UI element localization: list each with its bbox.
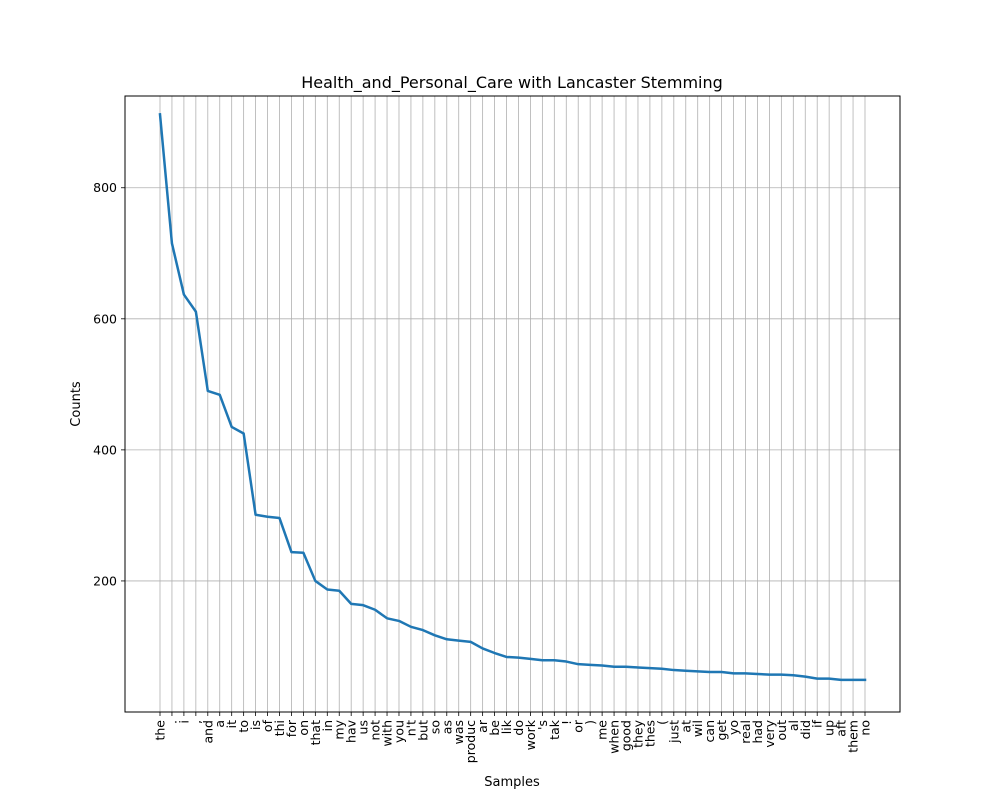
x-tick-label: of (260, 719, 275, 732)
x-tick-label: thes (642, 720, 657, 747)
x-tick-label: and (200, 720, 215, 744)
x-tick-label: al (786, 720, 801, 731)
x-tick-label: a (212, 720, 227, 728)
x-tick-label: ! (559, 720, 574, 725)
x-tick-label: the (153, 720, 168, 741)
y-axis-label: Counts (69, 381, 84, 427)
x-tick-label: can (702, 720, 717, 742)
x-tick-label: they (630, 719, 645, 748)
x-tick-label: ar (475, 719, 490, 733)
x-tick-label: you (391, 720, 406, 743)
x-tick-label: not (368, 720, 383, 741)
y-tick-label: 600 (93, 311, 117, 326)
x-tick-label: had (750, 720, 765, 744)
x-tick-label: hav (344, 719, 359, 743)
x-tick-label: real (738, 720, 753, 744)
x-tick-label: my (332, 719, 347, 739)
x-tick-label: them (846, 720, 861, 753)
x-tick-label: in (320, 720, 335, 731)
x-tick-label: so (427, 720, 442, 734)
x-tick-label: for (284, 719, 299, 737)
x-tick-label: or (571, 719, 586, 733)
x-tick-label: but (415, 720, 430, 741)
x-tick-label: produc (463, 720, 478, 763)
y-tick-label: 200 (93, 573, 117, 588)
x-tick-label: to (236, 720, 251, 733)
x-tick-label: as (439, 720, 454, 734)
x-axis-label: Samples (484, 775, 540, 790)
y-axis-ticks: 200 400 600 800 (93, 180, 125, 588)
x-tick-label: when (607, 720, 622, 754)
x-tick-label: is (248, 720, 263, 730)
x-axis-ticks: the.i,andaittoisofthiforonthatinmyhavusn… (153, 712, 873, 763)
y-tick-label: 800 (93, 180, 117, 195)
x-tick-label: thi (272, 720, 287, 736)
x-tick-label: no (858, 720, 873, 736)
x-tick-label: out (774, 720, 789, 741)
x-tick-label: tak (547, 719, 562, 740)
x-tick-label: good (619, 720, 634, 751)
x-tick-label: be (487, 720, 502, 736)
x-tick-label: us (356, 720, 371, 734)
x-tick-label: it (224, 720, 239, 728)
chart-title: Health_and_Personal_Care with Lancaster … (301, 73, 723, 93)
x-tick-label: do (511, 720, 526, 736)
grid-lines (125, 96, 900, 712)
x-tick-label: ( (654, 720, 669, 725)
x-tick-label: yo (726, 720, 741, 735)
y-tick-label: 400 (93, 442, 117, 457)
x-tick-label: ) (583, 720, 598, 725)
x-tick-label: wil (690, 720, 705, 737)
x-tick-label: work (523, 719, 538, 750)
x-tick-label: did (798, 720, 813, 739)
x-tick-label: aft (834, 720, 849, 737)
x-tick-label: at (678, 720, 693, 733)
x-tick-label: very (762, 719, 777, 747)
x-tick-label: get (714, 720, 729, 741)
x-tick-label: lik (499, 719, 514, 734)
x-tick-label: , (188, 720, 203, 724)
x-tick-label: . (164, 720, 179, 724)
x-tick-label: on (296, 720, 311, 736)
x-tick-label: i (176, 720, 191, 723)
x-tick-label: up (822, 720, 837, 736)
x-tick-label: if (810, 719, 825, 727)
x-tick-label: was (451, 720, 466, 744)
x-tick-label: with (380, 720, 395, 747)
plot-frame (124, 95, 901, 713)
x-tick-label: that (308, 720, 323, 745)
x-tick-label: 's (535, 720, 550, 730)
x-tick-label: just (666, 720, 681, 744)
x-tick-label: n't (403, 720, 418, 736)
x-tick-label: me (595, 720, 610, 740)
series-line (158, 112, 867, 682)
